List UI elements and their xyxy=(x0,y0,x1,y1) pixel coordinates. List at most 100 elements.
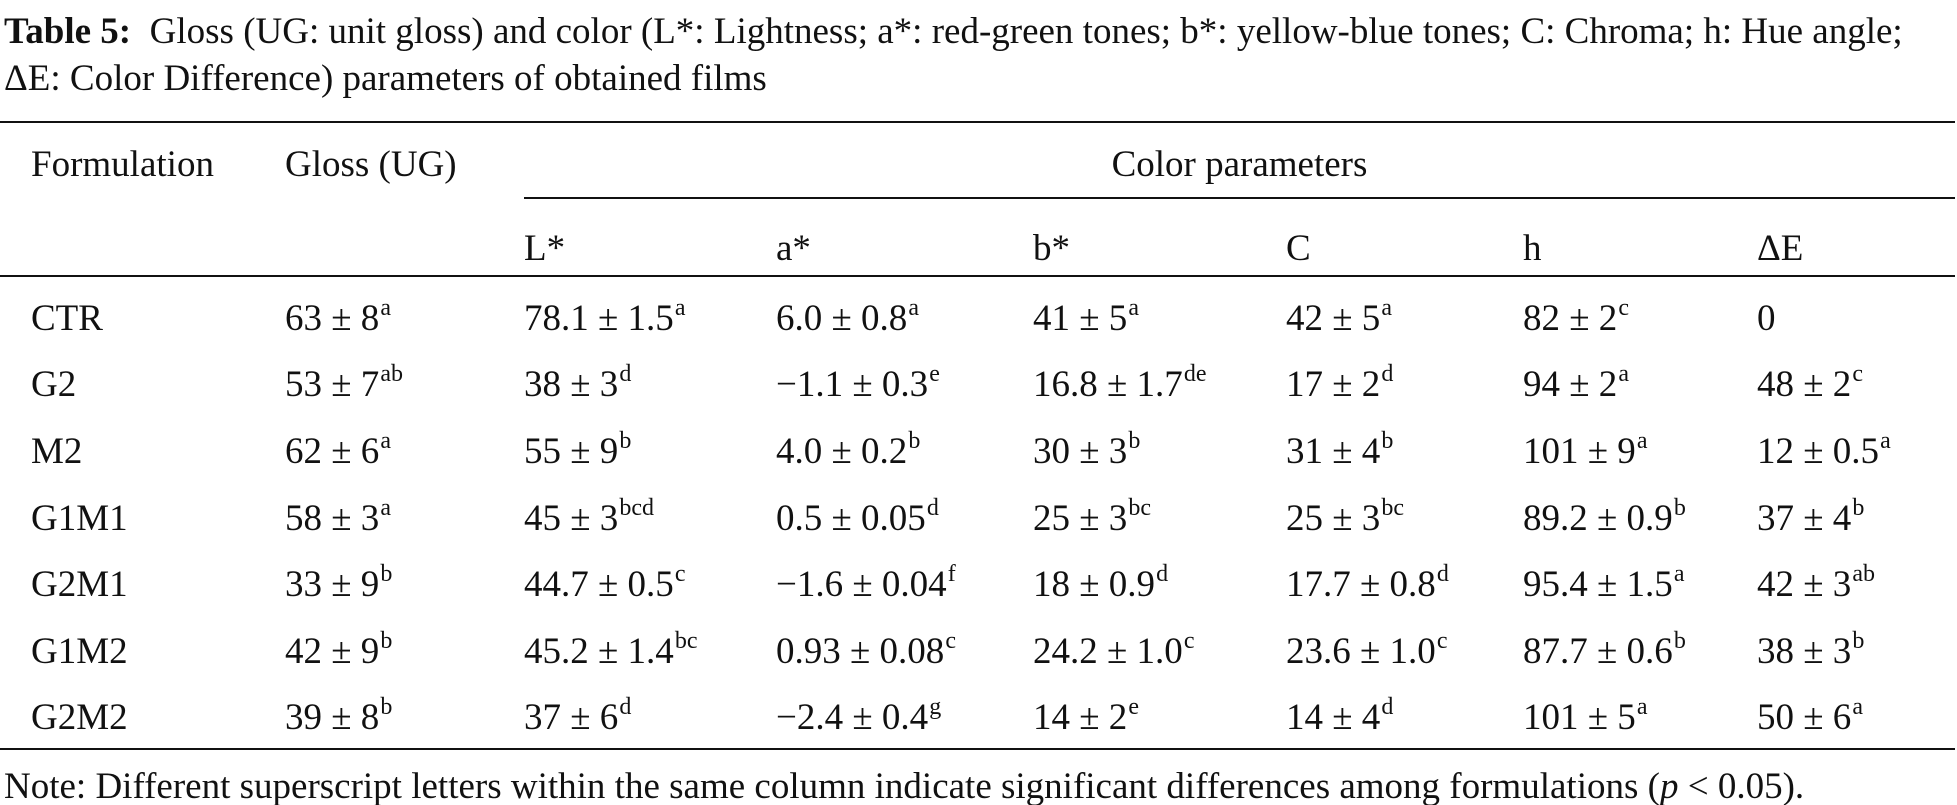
cell: 89.2 ± 0.9b xyxy=(1523,496,1686,537)
cell-value: 101 ± 9 xyxy=(1523,431,1636,472)
group-header: Color parameters xyxy=(1111,144,1368,185)
cell-superscript: d xyxy=(926,495,939,521)
cell: 37 ± 4b xyxy=(1757,496,1864,537)
cell: 101 ± 9a xyxy=(1523,429,1647,472)
cell-value: 44.7 ± 0.5 xyxy=(524,564,674,605)
cell-superscript: b xyxy=(380,628,393,654)
cell: 62 ± 6a xyxy=(285,429,391,470)
cell-value: 17.7 ± 0.8 xyxy=(1286,564,1436,605)
cell: 4.0 ± 0.2b xyxy=(776,429,920,472)
cell: 63 ± 8a xyxy=(285,296,391,339)
cell-value: 63 ± 8 xyxy=(285,298,380,339)
cell-value: 42 ± 3 xyxy=(1757,564,1852,605)
cell-superscript: ab xyxy=(380,361,403,387)
cell-value: 16.8 ± 1.7 xyxy=(1033,364,1183,405)
cell-superscript: b xyxy=(619,428,632,454)
row-label: M2 xyxy=(31,433,82,470)
cell-value: 37 ± 6 xyxy=(524,697,619,738)
bottom-rule xyxy=(0,748,1955,750)
top-rule xyxy=(0,121,1955,123)
cell-value: 94 ± 2 xyxy=(1523,364,1618,405)
cell: 94 ± 2a xyxy=(1523,362,1629,405)
subcolumn-header: C xyxy=(1286,228,1311,269)
cell: 16.8 ± 1.7de xyxy=(1033,362,1206,405)
cell-superscript: a xyxy=(380,428,391,454)
cell-value: 101 ± 5 xyxy=(1523,697,1636,738)
cell-value: 25 ± 3 xyxy=(1033,498,1128,539)
cell: 12 ± 0.5a xyxy=(1757,429,1891,472)
cell: 45.2 ± 1.4bc xyxy=(524,629,697,670)
cell-value: M2 xyxy=(31,431,83,472)
cell: 101 ± 5a xyxy=(1523,695,1647,738)
cell: 53 ± 7ab xyxy=(285,362,403,403)
cell: 42 ± 5a xyxy=(1286,296,1392,337)
cell-value: 0 xyxy=(1757,298,1776,339)
cell-value: 78.1 ± 1.5 xyxy=(524,298,674,339)
cell-value: −2.4 ± 0.4 xyxy=(776,697,929,738)
subcolumn-header: L* xyxy=(524,228,566,269)
cell-value: G2 xyxy=(31,364,77,405)
cell: 55 ± 9b xyxy=(524,429,631,470)
row-label: G2 xyxy=(31,366,76,403)
cell-value: 18 ± 0.9 xyxy=(1033,564,1156,605)
cell: 45 ± 3bcd xyxy=(524,496,654,539)
row-label: G2M1 xyxy=(31,566,128,603)
cell-superscript: c xyxy=(945,628,956,654)
cell-value: 4.0 ± 0.2 xyxy=(776,431,908,472)
cell: 0 xyxy=(1757,300,1776,337)
cell-superscript: c xyxy=(674,561,686,587)
cell: 42 ± 9b xyxy=(285,629,392,670)
cell-value: 87.7 ± 0.6 xyxy=(1523,631,1673,672)
cell-superscript: g xyxy=(929,694,942,720)
subcolumn-header: b* xyxy=(1033,228,1070,269)
cell: 14 ± 2e xyxy=(1033,695,1139,736)
cell: 6.0 ± 0.8a xyxy=(776,296,919,339)
cell-superscript: c xyxy=(1183,628,1195,654)
cell-superscript: b xyxy=(1852,495,1865,521)
cell-value: 12 ± 0.5 xyxy=(1757,431,1880,472)
cell-value: 6.0 ± 0.8 xyxy=(776,298,908,339)
cell-superscript: b xyxy=(380,561,393,587)
cell: 37 ± 6d xyxy=(524,695,631,738)
cell-value: 0.5 ± 0.05 xyxy=(776,498,926,539)
note-text: < 0.05). xyxy=(1678,766,1805,805)
cell-superscript: a xyxy=(1636,694,1648,720)
column-header: Formulation xyxy=(31,144,214,185)
cell-superscript: a xyxy=(674,295,686,321)
cell-superscript: a xyxy=(1880,428,1891,454)
row-label: G2M2 xyxy=(31,699,128,736)
cell-superscript: e xyxy=(929,361,940,387)
caption-text: Gloss (UG: unit gloss) and color (L*: Li… xyxy=(4,11,1903,99)
cell-value: G2M2 xyxy=(31,697,128,738)
cell-value: −1.6 ± 0.04 xyxy=(776,564,947,605)
cell: 0.93 ± 0.08c xyxy=(776,629,956,670)
cell: 38 ± 3d xyxy=(524,362,631,403)
cell-value: 82 ± 2 xyxy=(1523,298,1618,339)
caption-label: Table 5: xyxy=(4,11,132,52)
cell-superscript: a xyxy=(1673,561,1685,587)
cell-value: 58 ± 3 xyxy=(285,498,380,539)
cell: −2.4 ± 0.4g xyxy=(776,695,941,738)
cell: 31 ± 4b xyxy=(1286,429,1393,470)
cell-superscript: a xyxy=(1618,361,1629,387)
cell-superscript: c xyxy=(1436,628,1448,654)
cell-value: 48 ± 2 xyxy=(1757,364,1852,405)
cell-superscript: d xyxy=(619,361,632,387)
cell-superscript: b xyxy=(1128,428,1141,454)
cell-superscript: a xyxy=(380,295,391,321)
cell: 50 ± 6a xyxy=(1757,695,1863,736)
cell: 17.7 ± 0.8d xyxy=(1286,562,1449,605)
cell-value: 41 ± 5 xyxy=(1033,298,1128,339)
group-rule xyxy=(524,197,1955,199)
cell-superscript: b xyxy=(908,428,921,454)
cell-value: 38 ± 3 xyxy=(1757,631,1852,672)
cell-superscript: f xyxy=(947,561,956,587)
cell-value: 45 ± 3 xyxy=(524,498,619,539)
cell: −1.1 ± 0.3e xyxy=(776,362,940,403)
cell-superscript: bc xyxy=(674,628,698,654)
cell: 38 ± 3b xyxy=(1757,629,1864,672)
cell-value: G1M1 xyxy=(31,498,128,539)
cell: 33 ± 9b xyxy=(285,562,392,605)
cell-value: 33 ± 9 xyxy=(285,564,380,605)
cell-superscript: a xyxy=(1636,428,1648,454)
